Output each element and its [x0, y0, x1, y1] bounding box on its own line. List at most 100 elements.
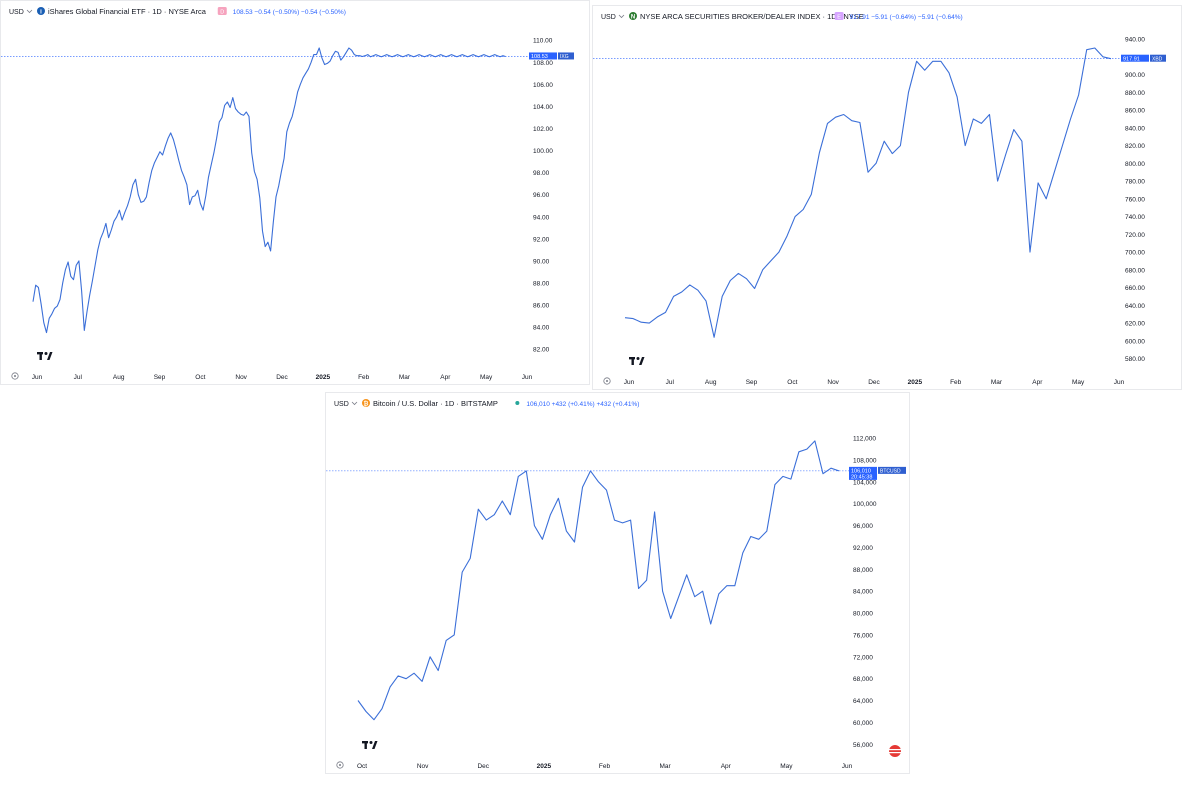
y-tick-label: 900.00	[1125, 72, 1145, 79]
x-tick-label: Jun	[522, 374, 533, 381]
chevron-down-icon[interactable]	[26, 9, 33, 14]
price-line-series	[32, 47, 506, 334]
tv-logo-slash-icon	[372, 741, 378, 749]
settings-gear-icon[interactable]	[11, 372, 19, 380]
y-tick-label: 84.00	[533, 325, 550, 332]
last-price-tag[interactable]: 108.53 IXG	[529, 52, 574, 60]
y-tick-label: 108.00	[533, 60, 553, 67]
y-tick-label: 90.00	[533, 258, 550, 265]
y-tick-label: 104,000	[853, 479, 877, 486]
tradingview-logo[interactable]	[362, 741, 378, 749]
y-axis[interactable]: 110.00 108.00 106.00 104.00 102.00 100.00 98.0…	[533, 38, 553, 354]
tv-logo-stem-icon	[631, 357, 634, 365]
currency-label[interactable]: USD	[601, 14, 616, 21]
settings-gear-icon[interactable]	[603, 377, 611, 385]
price-change-text: 917.91 −5.91 (−0.64%) −5.91 (−0.64%)	[850, 14, 963, 21]
market-status-badge[interactable]	[217, 7, 227, 15]
chart-header: USD i iShares Global Financial ETF · 1D · …	[9, 7, 346, 16]
x-tick-label: 2025	[316, 374, 331, 381]
x-tick-label: Jul	[74, 374, 83, 381]
us-flag-icon[interactable]	[889, 745, 901, 757]
chevron-down-icon[interactable]	[618, 14, 625, 19]
x-tick-label: 2025	[908, 379, 923, 386]
symbol-tag-label: XBD	[1152, 56, 1163, 62]
x-axis[interactable]: Oct Nov Dec 2025 Feb Mar Apr May Jun	[326, 757, 909, 773]
chart-svg: USD i iShares Global Financial ETF · 1D · …	[1, 7, 589, 384]
y-tick-label: 660.00	[1125, 285, 1145, 292]
x-tick-label: Jun	[624, 379, 635, 386]
symbol-title[interactable]: NYSE ARCA SECURITIES BROKER/DEALER INDEX…	[640, 12, 864, 21]
x-axis-bar	[593, 373, 1181, 389]
y-tick-label: 580.00	[1125, 356, 1145, 363]
y-tick-label: 88,000	[853, 567, 873, 574]
x-axis-bar	[1, 368, 589, 384]
x-tick-label: Feb	[950, 379, 962, 386]
tv-logo-dot-icon	[369, 741, 373, 744]
x-tick-label: Oct	[787, 379, 797, 386]
symbol-logo-icon	[362, 399, 370, 407]
x-tick-label: Jun	[32, 374, 43, 381]
market-status-letter: E	[837, 14, 841, 20]
tv-logo-dot-icon	[44, 352, 48, 355]
y-tick-label: 56,000	[853, 742, 873, 749]
x-axis[interactable]: Jun Jul Aug Sep Oct Nov Dec 2025 Feb Mar Apr May Jun	[593, 373, 1181, 389]
x-tick-label: Dec	[477, 763, 489, 770]
y-tick-label: 700.00	[1125, 250, 1145, 257]
x-tick-label: Jun	[1114, 379, 1125, 386]
price-change-text: 108.53 −0.54 (−0.50%) −0.54 (−0.50%)	[233, 9, 346, 16]
currency-label[interactable]: USD	[334, 401, 349, 408]
x-tick-label: Nov	[417, 763, 429, 770]
price-tag-box	[1121, 54, 1149, 62]
y-tick-label: 860.00	[1125, 108, 1145, 115]
symbol-tag-label: BTCUSD	[880, 468, 901, 474]
tradingview-logo[interactable]	[629, 357, 645, 365]
y-tick-label: 112,000	[853, 436, 876, 443]
chart-svg: USD ₿ Bitcoin / U.S. Dollar · 1D · BITSTAM…	[326, 399, 909, 773]
y-tick-label: 820.00	[1125, 143, 1145, 150]
price-tag-value: 108.53	[531, 54, 548, 60]
last-price-tag[interactable]: 917.91 XBD	[1121, 54, 1166, 63]
y-tick-label: 88.00	[533, 280, 550, 287]
symbol-logo-icon	[37, 7, 45, 15]
tradingview-logo[interactable]	[37, 352, 53, 360]
y-tick-label: 92.00	[533, 236, 550, 243]
y-tick-label: 840.00	[1125, 125, 1145, 132]
x-tick-label: Jun	[842, 763, 853, 770]
price-tag-box	[529, 52, 557, 60]
price-line-series	[357, 440, 840, 721]
x-tick-label: Mar	[660, 763, 672, 770]
y-tick-label: 96.00	[533, 192, 550, 199]
chart-svg: USD N NYSE ARCA SECURITIES BROKER/DEALER I…	[593, 12, 1181, 389]
x-tick-label: Apr	[721, 763, 732, 770]
x-tick-label: Sep	[746, 379, 758, 386]
symbol-tag-label: IXG	[560, 54, 569, 60]
chevron-down-icon[interactable]	[351, 401, 358, 406]
price-line-series	[624, 47, 1112, 338]
chart-panel-ixg[interactable]: USD i iShares Global Financial ETF · 1D · …	[0, 0, 590, 385]
flag-stripe-icon	[889, 749, 901, 751]
market-status-badge[interactable]	[834, 12, 844, 20]
y-tick-label: 96,000	[853, 523, 873, 530]
symbol-title[interactable]: Bitcoin / U.S. Dollar · 1D · BITSTAMP	[373, 399, 498, 408]
symbol-title[interactable]: iShares Global Financial ETF · 1D · NYSE…	[48, 7, 207, 16]
x-tick-label: Oct	[357, 763, 367, 770]
x-tick-label: May	[780, 763, 793, 770]
symbol-logo-letter: N	[631, 15, 635, 21]
chart-panel-xbd[interactable]: USD N NYSE ARCA SECURITIES BROKER/DEALER I…	[592, 5, 1182, 390]
currency-label[interactable]: USD	[9, 9, 24, 16]
x-tick-label: May	[480, 374, 493, 381]
y-axis[interactable]: 112,000 108,000 104,000 100,000 96,000 92,000…	[853, 436, 877, 749]
x-tick-label: Feb	[358, 374, 370, 381]
symbol-tag-box	[1150, 54, 1166, 62]
settings-gear-icon[interactable]	[336, 761, 344, 769]
x-tick-label: Nov	[235, 374, 247, 381]
y-tick-label: 64,000	[853, 698, 873, 705]
y-tick-label: 720.00	[1125, 232, 1145, 239]
x-tick-label: Aug	[113, 374, 125, 381]
flag-stripe-icon	[889, 752, 901, 754]
x-axis[interactable]: Jun Jul Aug Sep Oct Nov Dec 2025 Feb Mar Apr May Jun	[1, 368, 589, 384]
y-axis[interactable]: 940.00920.00900.00880.00860.00840.00820.…	[1125, 37, 1145, 363]
x-tick-label: Dec	[868, 379, 880, 386]
chart-panel-btcusd[interactable]: USD ₿ Bitcoin / U.S. Dollar · 1D · BITSTAM…	[325, 392, 910, 774]
